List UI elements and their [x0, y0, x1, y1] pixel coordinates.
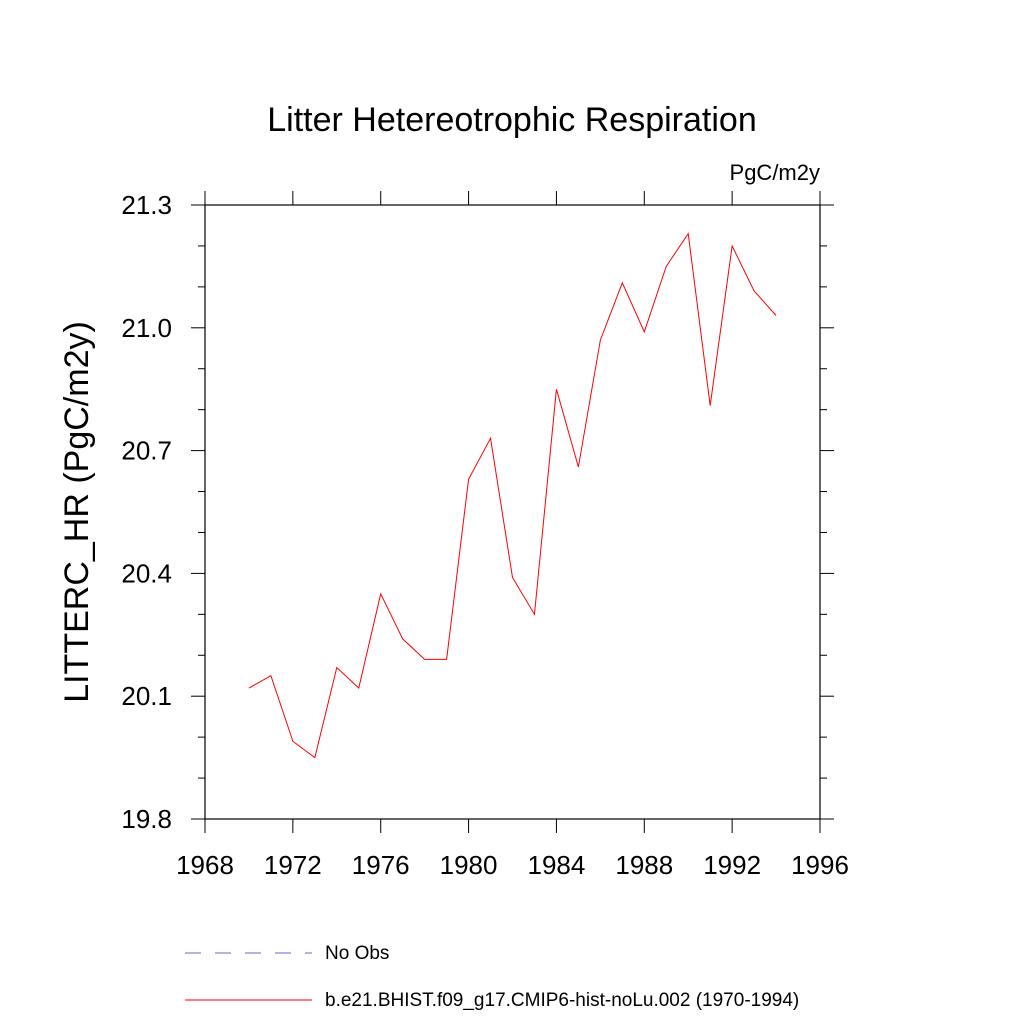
chart-title: Litter Hetereotrophic Respiration: [267, 101, 756, 139]
series-layer: [248, 232, 777, 759]
y-tick-label-20.7: 20.7: [121, 436, 172, 466]
x-tick-label-1984: 1984: [528, 850, 586, 880]
legend-label-model-run: b.e21.BHIST.f09_g17.CMIP6-hist-noLu.002 …: [325, 990, 799, 1011]
y-tick-label-20.4: 20.4: [121, 558, 172, 588]
x-tick-label-1988: 1988: [615, 850, 673, 880]
legend-label-no-obs: No Obs: [325, 943, 389, 964]
units-label: PgC/m2y: [730, 160, 820, 185]
x-tick-label-1992: 1992: [703, 850, 761, 880]
series-line-1: [248, 232, 777, 759]
x-tick-label-1976: 1976: [352, 850, 410, 880]
plot-frame: [204, 204, 821, 820]
y-tick-label-19.8: 19.8: [121, 804, 172, 834]
y-tick-label-20.1: 20.1: [121, 681, 172, 711]
y-tick-label-21.3: 21.3: [121, 190, 172, 220]
y-axis-label: LITTERC_HR (PgC/m2y): [58, 321, 96, 703]
x-tick-label-1972: 1972: [264, 850, 322, 880]
x-tick-label-1968: 1968: [176, 850, 234, 880]
axis-ticks: 1968 1972 1976 1980 1984 1988 1992 1996 19.8 20.1…: [121, 190, 849, 880]
x-tick-label-1996: 1996: [791, 850, 849, 880]
y-tick-label-21.0: 21.0: [121, 313, 172, 343]
legend: No Obs b.e21.BHIST.f09_g17.CMIP6-hist-no…: [185, 943, 799, 1011]
x-tick-label-1980: 1980: [440, 850, 498, 880]
